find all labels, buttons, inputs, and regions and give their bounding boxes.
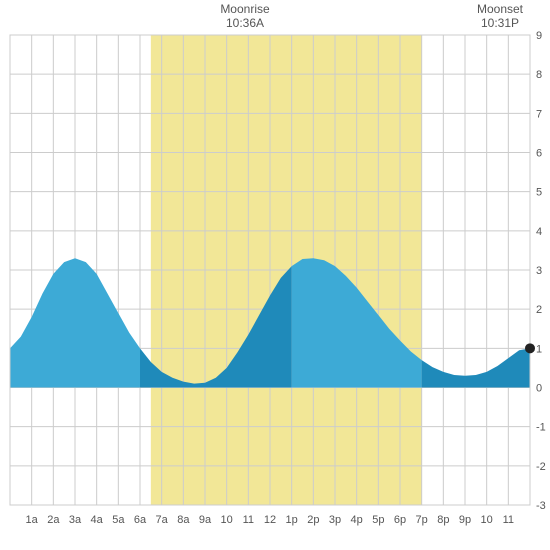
y-tick-label: 4 (536, 226, 542, 238)
y-tick-label: 2 (536, 304, 542, 316)
y-tick-label: 8 (536, 69, 542, 81)
current-marker (525, 343, 535, 353)
y-tick-label: 5 (536, 187, 542, 199)
x-tick-label: 4p (351, 514, 363, 526)
x-tick-label: 6a (134, 514, 147, 526)
x-tick-label: 1a (26, 514, 39, 526)
y-tick-label: 6 (536, 148, 542, 160)
x-tick-label: 7p (416, 514, 428, 526)
x-tick-label: 4a (91, 514, 104, 526)
x-tick-label: 12 (264, 514, 276, 526)
x-tick-label: 3a (69, 514, 82, 526)
x-tick-label: 8a (177, 514, 190, 526)
moonrise-time: 10:36A (226, 16, 264, 30)
chart-svg: 1a2a3a4a5a6a7a8a9a1011121p2p3p4p5p6p7p8p… (0, 0, 550, 550)
moonset-label: Moonset (477, 2, 524, 16)
y-tick-label: -2 (536, 461, 546, 473)
x-tick-label: 9a (199, 514, 212, 526)
x-tick-label: 7a (156, 514, 169, 526)
x-tick-label: 9p (459, 514, 471, 526)
moonrise-label: Moonrise (220, 2, 270, 16)
x-tick-label: 5a (112, 514, 125, 526)
x-tick-label: 2a (47, 514, 60, 526)
y-tick-label: 7 (536, 108, 542, 120)
x-tick-label: 11 (503, 514, 514, 526)
y-tick-label: 9 (536, 30, 542, 42)
x-tick-label: 8p (437, 514, 449, 526)
x-tick-label: 10 (221, 514, 233, 526)
y-tick-label: 0 (536, 383, 542, 395)
x-tick-label: 1p (286, 514, 298, 526)
x-tick-label: 5p (372, 514, 384, 526)
x-tick-label: 2p (307, 514, 319, 526)
y-tick-label: 1 (536, 343, 542, 355)
x-tick-label: 10 (481, 514, 493, 526)
x-tick-label: 3p (329, 514, 341, 526)
tide-chart: 1a2a3a4a5a6a7a8a9a1011121p2p3p4p5p6p7p8p… (0, 0, 550, 550)
x-tick-label: 6p (394, 514, 406, 526)
moonset-time: 10:31P (481, 16, 519, 30)
x-tick-label: 11 (243, 514, 254, 526)
y-tick-label: -3 (536, 500, 546, 512)
y-tick-label: -1 (536, 422, 546, 434)
y-tick-label: 3 (536, 265, 542, 277)
